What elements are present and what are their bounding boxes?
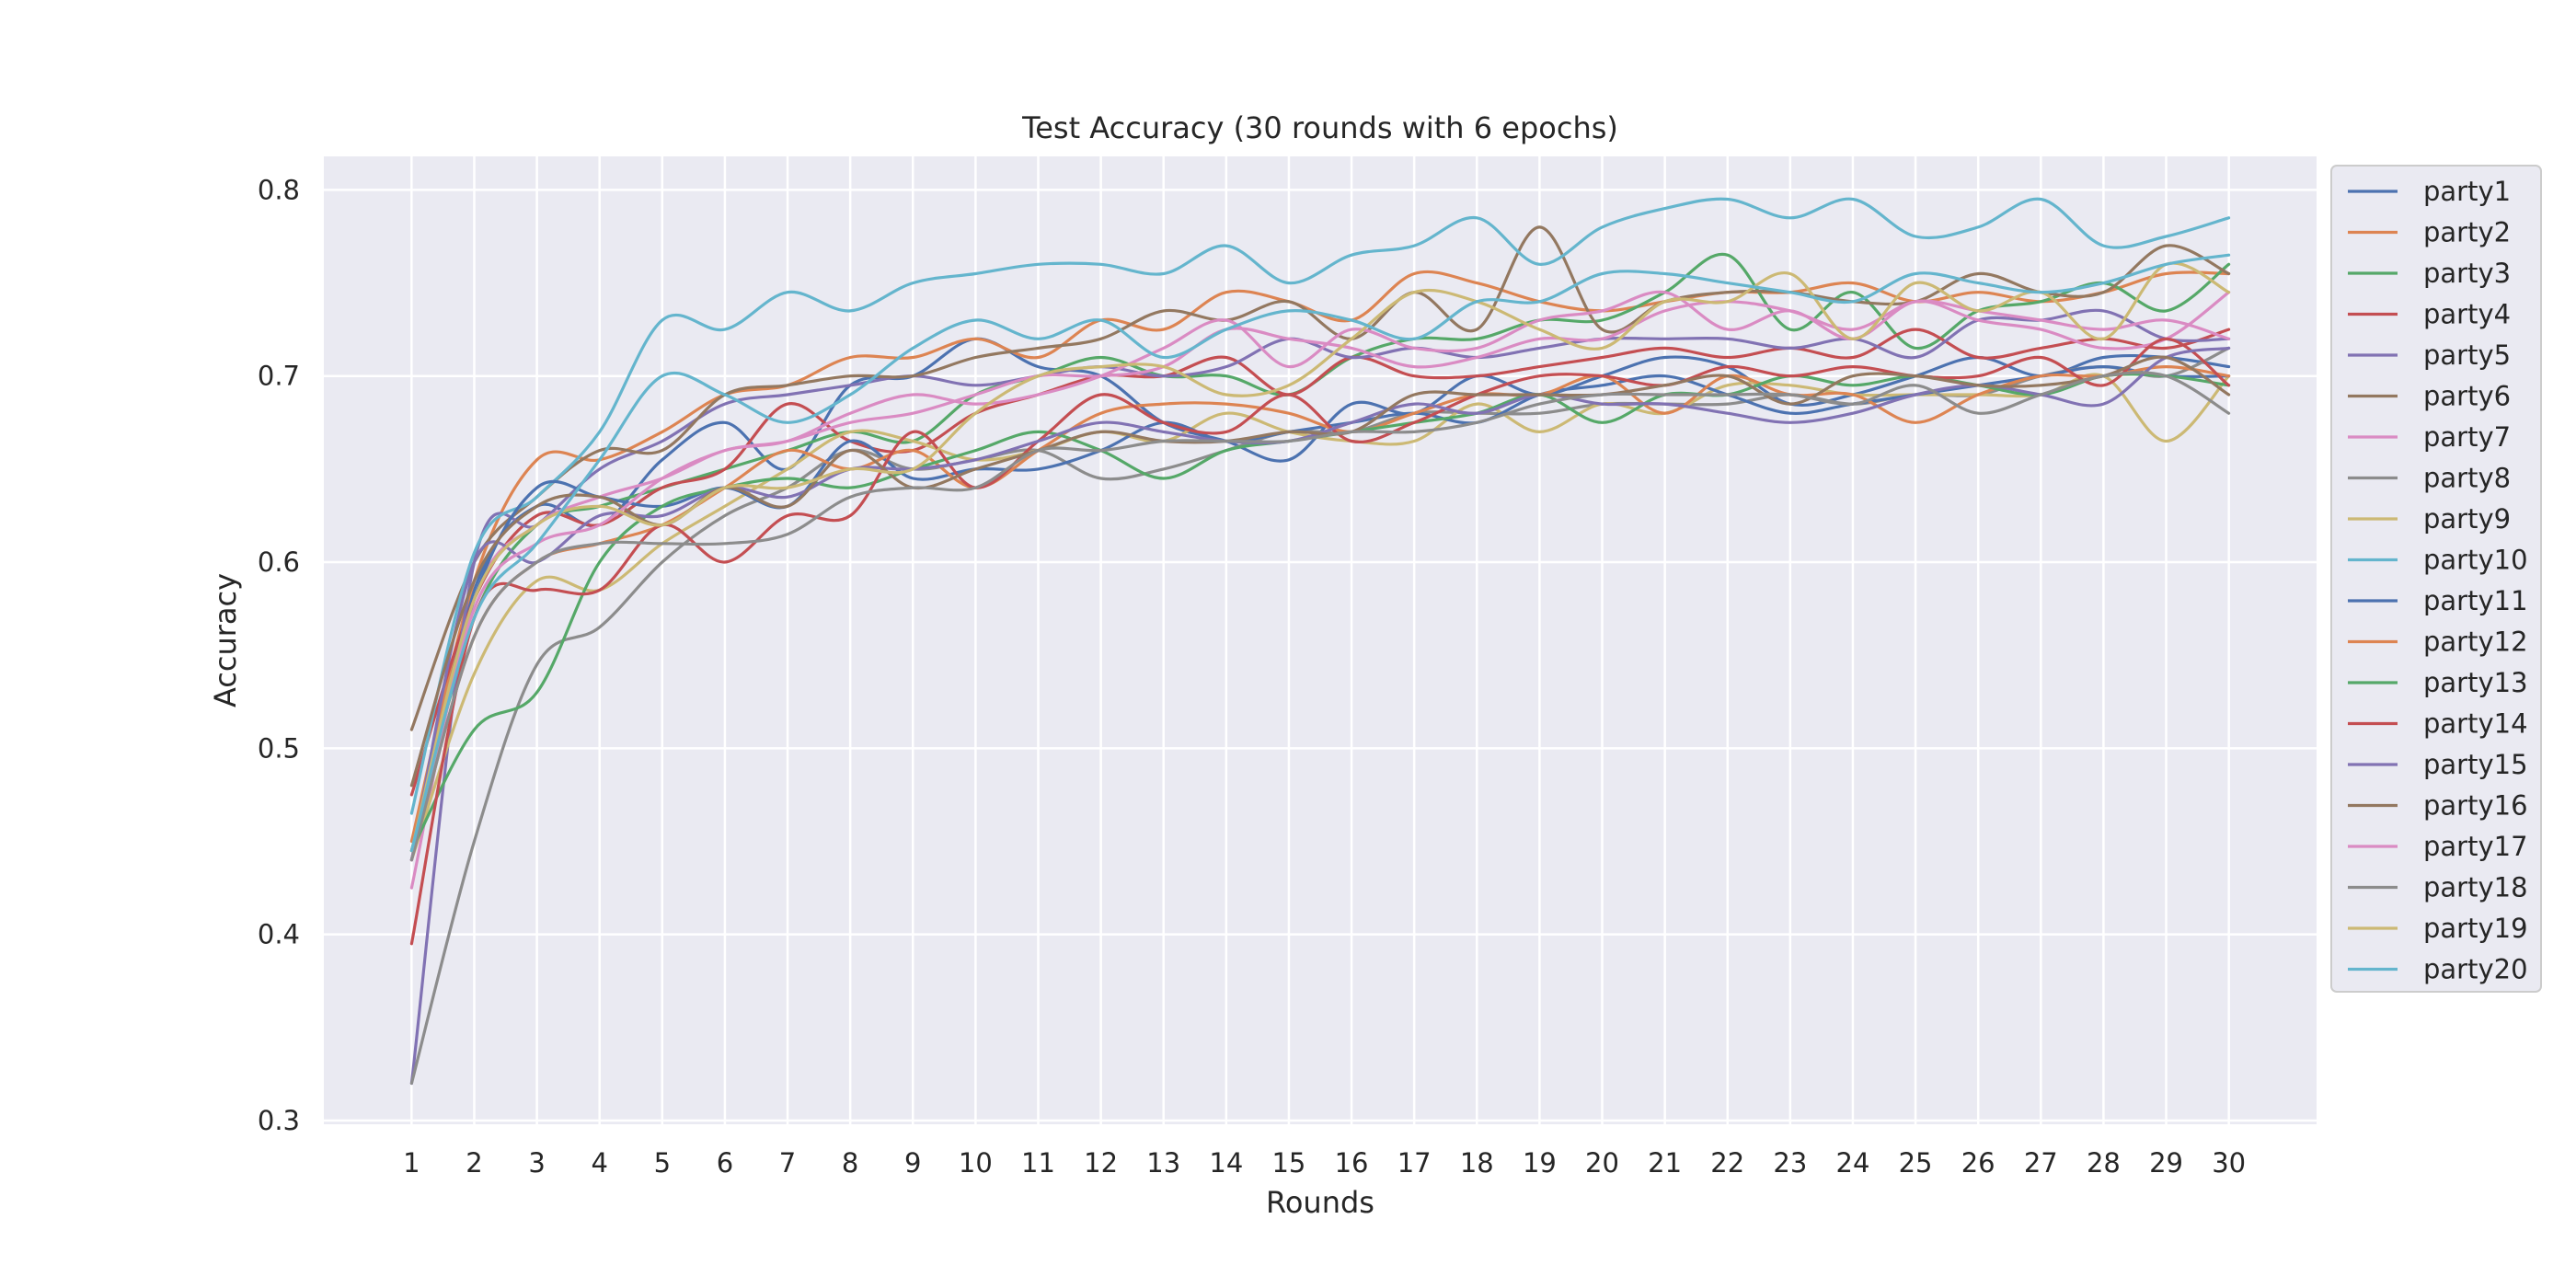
x-tick-label-22: 22 xyxy=(1710,1147,1744,1179)
legend-label-party14: party14 xyxy=(2423,708,2528,740)
x-tick-label-16: 16 xyxy=(1335,1147,1369,1179)
legend-label-party15: party15 xyxy=(2423,749,2528,780)
x-axis-tick-labels: 1 2 3 4 5 6 7 8 9 10 11 12 13 14 15 16 17 18 19 20 21 22 23 24 2… xyxy=(403,1147,2246,1179)
legend-label-party16: party16 xyxy=(2423,790,2528,822)
legend-item-party16: party16 xyxy=(2348,790,2528,822)
legend-item-party10: party10 xyxy=(2348,545,2528,576)
legend: party1 party2 party3 party4 party5 party6 part… xyxy=(2330,165,2542,993)
x-tick-label-4: 4 xyxy=(591,1147,607,1179)
legend-item-party17: party17 xyxy=(2348,831,2528,862)
legend-label-party18: party18 xyxy=(2423,872,2528,903)
x-tick-label-7: 7 xyxy=(779,1147,796,1179)
x-tick-label-20: 20 xyxy=(1585,1147,1619,1179)
legend-label-party1: party1 xyxy=(2423,176,2511,207)
x-tick-label-6: 6 xyxy=(717,1147,733,1179)
legend-label-party10: party10 xyxy=(2423,545,2528,576)
legend-item-party2: party2 xyxy=(2348,217,2511,248)
series-line-party9 xyxy=(409,373,2231,862)
x-tick-label-5: 5 xyxy=(654,1147,671,1179)
y-tick-label-0.3: 0.3 xyxy=(258,1105,300,1136)
legend-item-party3: party3 xyxy=(2348,258,2511,289)
legend-item-party18: party18 xyxy=(2348,872,2528,903)
y-tick-label-0.4: 0.4 xyxy=(258,919,300,950)
x-tick-label-1: 1 xyxy=(403,1147,420,1179)
x-tick-label-17: 17 xyxy=(1397,1147,1432,1179)
x-axis-title: Rounds xyxy=(1266,1185,1374,1220)
legend-label-party9: party9 xyxy=(2423,503,2511,535)
x-tick-label-29: 29 xyxy=(2149,1147,2183,1179)
legend-frame xyxy=(2330,165,2542,993)
x-tick-label-25: 25 xyxy=(1899,1147,1933,1179)
x-tick-label-24: 24 xyxy=(1836,1147,1870,1179)
legend-label-party4: party4 xyxy=(2423,299,2511,330)
legend-item-party15: party15 xyxy=(2348,749,2528,780)
legend-label-party19: party19 xyxy=(2423,913,2528,944)
legend-item-party13: party13 xyxy=(2348,667,2528,698)
series-line-party19 xyxy=(409,261,2231,853)
legend-item-party5: party5 xyxy=(2348,339,2511,371)
legend-item-party20: party20 xyxy=(2348,954,2528,985)
x-tick-label-13: 13 xyxy=(1146,1147,1180,1179)
legend-item-party14: party14 xyxy=(2348,708,2528,740)
series-line-party17 xyxy=(409,299,2231,862)
legend-label-party17: party17 xyxy=(2423,831,2528,862)
legend-label-party6: party6 xyxy=(2423,381,2511,412)
y-tick-label-0.5: 0.5 xyxy=(258,732,300,764)
legend-label-party3: party3 xyxy=(2423,258,2511,289)
vertical-gridlines xyxy=(410,156,2230,1124)
x-tick-label-26: 26 xyxy=(1961,1147,1995,1179)
x-tick-label-15: 15 xyxy=(1271,1147,1305,1179)
legend-item-party11: party11 xyxy=(2348,585,2528,616)
chart-title: Test Accuracy (30 rounds with 6 epochs) xyxy=(1021,110,1618,145)
series-line-party10 xyxy=(409,197,2231,815)
legend-item-party4: party4 xyxy=(2348,299,2511,330)
legend-label-party7: party7 xyxy=(2423,421,2511,453)
legend-label-party11: party11 xyxy=(2423,585,2528,616)
series-line-party12 xyxy=(409,365,2231,862)
x-tick-label-18: 18 xyxy=(1460,1147,1494,1179)
legend-item-party12: party12 xyxy=(2348,627,2528,658)
x-tick-label-11: 11 xyxy=(1021,1147,1055,1179)
legend-item-party9: party9 xyxy=(2348,503,2511,535)
y-tick-label-0.7: 0.7 xyxy=(258,361,300,392)
series-line-party18 xyxy=(409,371,2231,862)
x-tick-label-19: 19 xyxy=(1523,1147,1557,1179)
x-tick-label-28: 28 xyxy=(2087,1147,2121,1179)
legend-label-party12: party12 xyxy=(2423,627,2528,658)
y-tick-label-0.8: 0.8 xyxy=(258,174,300,205)
x-tick-label-14: 14 xyxy=(1209,1147,1243,1179)
x-tick-label-23: 23 xyxy=(1773,1147,1807,1179)
legend-label-party13: party13 xyxy=(2423,667,2528,698)
legend-label-party2: party2 xyxy=(2423,217,2511,248)
series-line-party20 xyxy=(409,253,2231,853)
legend-item-party7: party7 xyxy=(2348,421,2511,453)
legend-label-party20: party20 xyxy=(2423,954,2528,985)
x-tick-label-2: 2 xyxy=(466,1147,482,1179)
x-tick-label-8: 8 xyxy=(842,1147,858,1179)
legend-label-party8: party8 xyxy=(2423,463,2511,494)
y-axis-title: Accuracy xyxy=(208,573,243,707)
legend-item-party19: party19 xyxy=(2348,913,2528,944)
legend-item-party6: party6 xyxy=(2348,381,2511,412)
series-lines xyxy=(409,197,2231,1086)
x-tick-label-21: 21 xyxy=(1648,1147,1682,1179)
legend-label-party5: party5 xyxy=(2423,339,2511,371)
plot-background xyxy=(324,156,2317,1124)
legend-item-party1: party1 xyxy=(2348,176,2511,207)
x-tick-label-3: 3 xyxy=(528,1147,545,1179)
x-tick-label-27: 27 xyxy=(2024,1147,2058,1179)
y-tick-label-0.6: 0.6 xyxy=(258,546,300,578)
x-tick-label-12: 12 xyxy=(1084,1147,1118,1179)
legend-item-party8: party8 xyxy=(2348,463,2511,494)
x-tick-label-30: 30 xyxy=(2212,1147,2246,1179)
series-line-party1 xyxy=(409,337,2231,862)
y-axis-tick-labels: 0.3 0.4 0.5 0.6 0.7 0.8 xyxy=(258,174,300,1136)
x-tick-label-10: 10 xyxy=(959,1147,993,1179)
x-tick-label-9: 9 xyxy=(904,1147,921,1179)
